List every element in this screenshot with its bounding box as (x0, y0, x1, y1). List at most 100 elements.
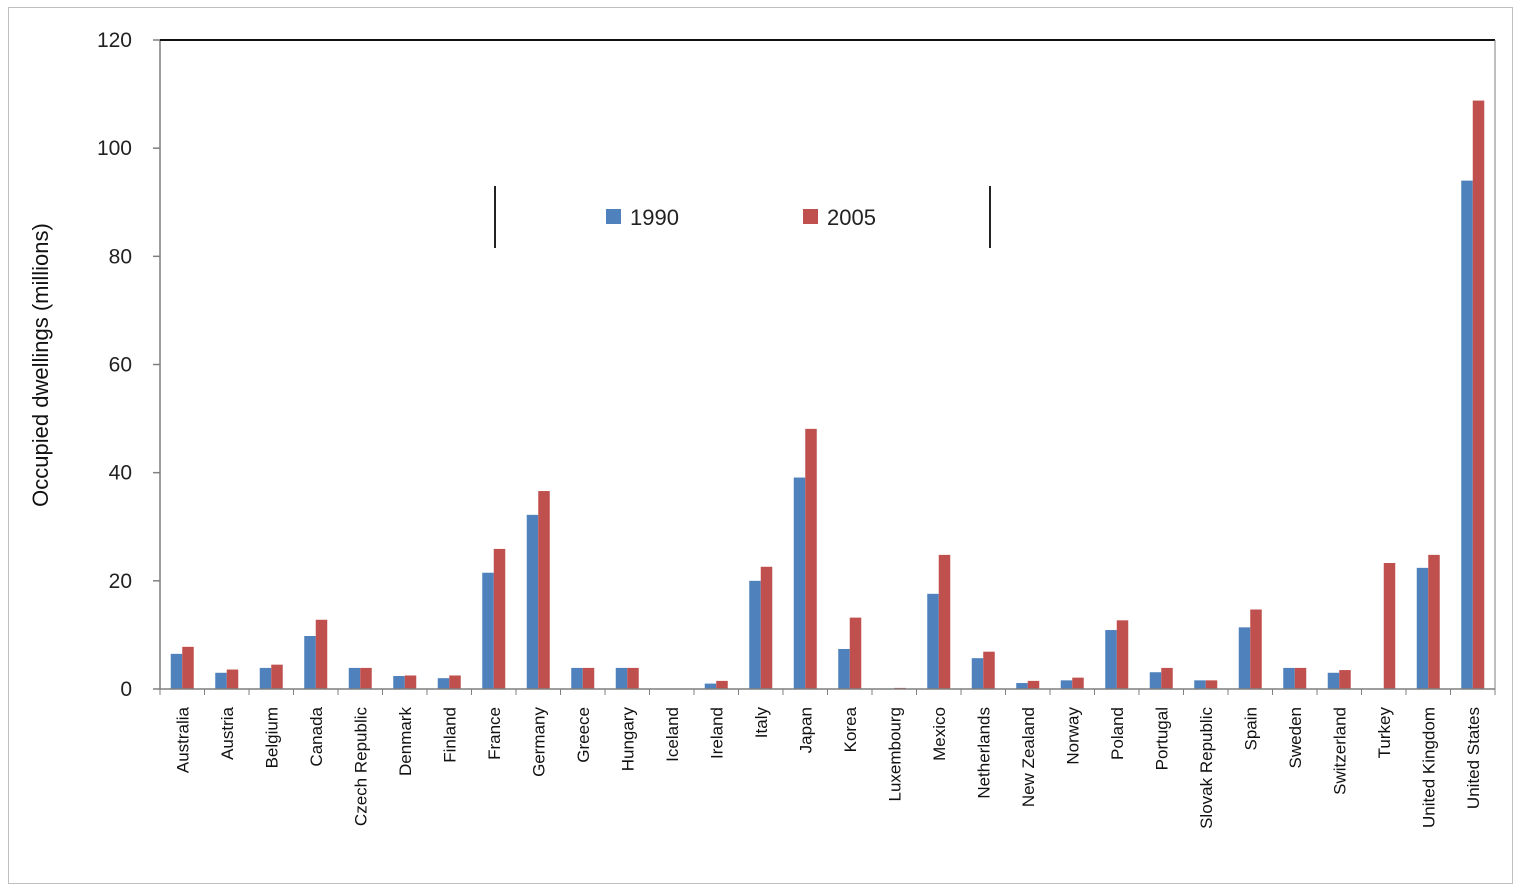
legend-label-1990: 1990 (630, 205, 679, 230)
x-tick-label: Belgium (262, 707, 281, 768)
x-tick-label: Turkey (1375, 707, 1394, 759)
bar-1990-spain (1238, 627, 1251, 689)
x-tick-label: Italy (752, 707, 771, 739)
bar-2005-korea (849, 617, 862, 689)
bar-1990-finland (437, 678, 450, 689)
legend-swatch-2005 (803, 209, 818, 224)
bar-2005-spain (1250, 609, 1262, 689)
y-tick-label: 0 (120, 678, 132, 701)
x-tick-label: Luxembourg (885, 707, 904, 802)
bar-2005-slovak-republic (1205, 680, 1218, 689)
bar-1990-italy (749, 580, 761, 689)
x-axis-labels: Australia Austria Belgium Canada Czech Repub… (159, 688, 1496, 829)
bar-2005-mexico (938, 554, 951, 689)
legend-swatch-1990 (606, 209, 621, 224)
bar-1990-united-kingdom (1416, 567, 1429, 689)
bar-1990-hungary (615, 667, 628, 689)
x-tick-label: New Zealand (1019, 707, 1038, 807)
bar-2005-united-kingdom (1428, 554, 1440, 689)
bar-1990-austria (215, 672, 227, 689)
bar-2005-czech-republic (360, 667, 372, 689)
x-tick-label: Austria (218, 706, 237, 759)
bar-2005-united-states (1472, 100, 1485, 689)
y-tick-label: 100 (97, 137, 132, 160)
x-tick-label: Denmark (396, 707, 415, 776)
x-tick-label: France (485, 707, 504, 760)
x-tick-label: Portugal (1152, 707, 1171, 770)
bar-1990-korea (838, 648, 850, 689)
bar-2005-australia (182, 646, 194, 689)
x-tick-label: Ireland (707, 707, 726, 759)
bar-2005-japan (805, 428, 817, 689)
chart-frame (8, 7, 1513, 884)
bar-1990-united-states (1461, 180, 1473, 689)
bar-1990-sweden (1283, 667, 1295, 689)
bar-1990-switzerland (1327, 672, 1340, 689)
y-tick-label: 20 (109, 570, 132, 593)
bar-2005-portugal (1161, 667, 1173, 689)
bar-1990-poland (1105, 630, 1117, 689)
x-tick-label: Finland (440, 707, 459, 763)
bar-2005-denmark (404, 675, 417, 689)
bar-1990-canada (304, 635, 316, 689)
bar-1990-australia (170, 653, 183, 689)
x-tick-label: Switzerland (1330, 707, 1349, 795)
bar-2005-sweden (1294, 667, 1307, 689)
bar-1990-slovak-republic (1194, 680, 1206, 689)
bar-1990-belgium (259, 667, 272, 689)
x-tick-label: Spain (1241, 707, 1260, 750)
bar-2005-ireland (716, 680, 728, 689)
bar-2005-france (493, 548, 506, 689)
x-tick-label: Slovak Republic (1197, 707, 1216, 829)
bar-2005-belgium (271, 664, 283, 689)
bar-1990-denmark (393, 676, 405, 689)
x-tick-label: Iceland (663, 707, 682, 762)
bar-2005-austria (226, 669, 239, 689)
bar-1990-new-zealand (1016, 683, 1028, 689)
bar-1990-germany (526, 514, 539, 689)
bar-2005-greece (582, 667, 595, 689)
x-tick-label: Mexico (930, 707, 949, 761)
bar-2005-italy (760, 566, 773, 689)
y-axis: 0 20 40 60 80 100 120 (97, 29, 1496, 701)
bar-1990-portugal (1149, 672, 1162, 689)
x-tick-label: Czech Republic (351, 707, 370, 827)
x-tick-label: United States (1464, 707, 1483, 809)
bar-2005-netherlands (983, 651, 995, 689)
legend-label-2005: 2005 (827, 205, 876, 230)
y-tick-label: 40 (109, 462, 132, 485)
y-axis-title: Occupied dwellings (millions) (28, 223, 53, 507)
bar-2005-switzerland (1339, 670, 1351, 689)
x-tick-label: Korea (841, 706, 860, 752)
x-tick-label: Sweden (1286, 707, 1305, 768)
x-tick-label: Greece (574, 707, 593, 763)
bar-2005-germany (538, 491, 550, 689)
x-tick-label: Germany (529, 707, 548, 777)
bar-1990-ireland (704, 683, 717, 689)
bar-1990-france (482, 572, 494, 689)
bar-2005-turkey (1383, 562, 1396, 689)
legend: 1990 2005 (494, 186, 991, 248)
bar-2005-canada (315, 619, 328, 689)
y-tick-label: 60 (109, 354, 132, 377)
x-tick-label: Canada (307, 706, 326, 766)
bars (170, 100, 1485, 689)
bar-2005-new-zealand (1027, 680, 1040, 689)
bar-1990-greece (571, 667, 583, 689)
x-tick-label: Hungary (618, 707, 637, 772)
x-tick-label: Australia (173, 706, 192, 773)
bar-2005-norway (1072, 677, 1084, 689)
bar-1990-japan (793, 477, 806, 689)
x-tick-label: Japan (796, 707, 815, 753)
x-tick-label: Poland (1108, 707, 1127, 760)
x-tick-label: United Kingdom (1419, 707, 1438, 828)
x-tick-label: Netherlands (974, 707, 993, 799)
bar-2005-poland (1116, 620, 1129, 689)
bar-2005-finland (449, 675, 461, 689)
bar-1990-mexico (927, 593, 939, 689)
bar-1990-czech-republic (348, 667, 361, 689)
bar-1990-norway (1060, 680, 1073, 689)
bar-2005-hungary (627, 667, 639, 689)
y-tick-label: 120 (97, 29, 132, 52)
